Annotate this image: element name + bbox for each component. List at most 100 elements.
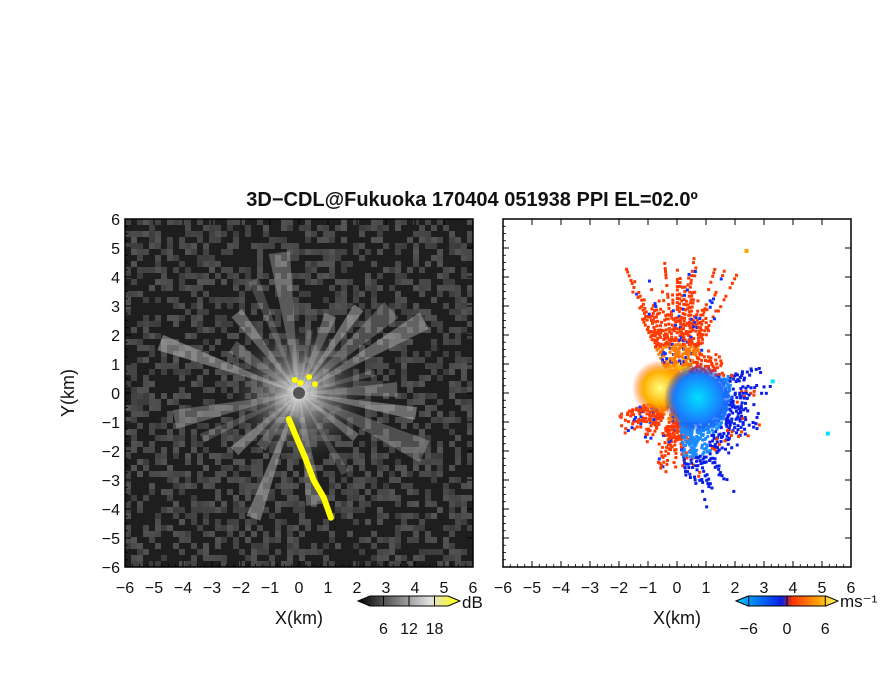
velocity-receding-cell [687,323,691,327]
snr-noise-cell [221,249,227,255]
velocity-approaching-cell [726,438,730,442]
velocity-approaching-cell [731,402,735,406]
snr-noise-cell [317,495,323,501]
velocity-receding-cell [687,347,691,351]
snr-noise-cell [467,387,473,393]
snr-noise-cell [215,369,221,375]
velocity-receding-cell [677,359,681,363]
velocity-approaching-cell [683,466,687,470]
velocity-receding-cell [701,333,705,337]
snr-noise-cell [419,519,425,525]
snr-noise-cell [257,255,263,261]
snr-noise-cell [131,249,137,255]
snr-noise-cell [161,471,167,477]
velocity-receding-cell [653,429,657,433]
velocity-receding-cell [720,371,724,375]
snr-noise-cell [311,267,317,273]
velocity-receding-cell [659,331,663,335]
velocity-receding-cell [659,415,663,419]
velocity-approaching-cell [700,477,704,481]
snr-noise-cell [305,231,311,237]
snr-noise-cell [173,501,179,507]
velocity-approaching-cell [756,412,760,416]
snr-noise-cell [131,327,137,333]
snr-noise-cell [443,537,449,543]
snr-noise-cell [161,285,167,291]
snr-noise-cell [239,279,245,285]
snr-noise-cell [281,519,287,525]
velocity-receding-cell [635,292,639,296]
snr-noise-cell [419,321,425,327]
snr-noise-cell [143,381,149,387]
velocity-receding-cell [637,290,641,294]
velocity-receding-cell [670,347,674,351]
velocity-receding-cell [696,321,700,325]
velocity-approaching-cell [738,375,742,379]
snr-noise-cell [467,399,473,405]
velocity-approaching-cell [682,443,686,447]
snr-noise-cell [155,237,161,243]
snr-xtick-label: −1 [261,580,279,597]
velocity-receding-cell [675,327,679,331]
snr-noise-cell [449,417,455,423]
snr-noise-cell [365,315,371,321]
snr-noise-cell [227,297,233,303]
snr-noise-cell [353,507,359,513]
velocity-receding-cell [655,426,659,430]
snr-noise-cell [305,291,311,297]
snr-noise-cell [221,351,227,357]
snr-noise-cell [167,465,173,471]
snr-noise-cell [155,297,161,303]
velocity-receding-cell [646,314,650,318]
snr-noise-cell [149,285,155,291]
velocity-receding-cell [679,335,683,339]
snr-noise-cell [275,525,281,531]
snr-noise-cell [449,531,455,537]
velocity-approaching-cell [724,417,728,421]
snr-noise-cell [179,435,185,441]
snr-noise-cell [155,543,161,549]
snr-noise-cell [419,231,425,237]
snr-noise-cell [179,489,185,495]
snr-noise-cell [137,441,143,447]
velocity-x-axis-label: X(km) [653,608,701,628]
velocity-approaching-cell [702,469,706,473]
snr-noise-cell [233,285,239,291]
velocity-receding-cell [706,327,710,331]
velocity-receding-cell [709,319,713,323]
snr-noise-cell [131,399,137,405]
snr-noise-cell [179,411,185,417]
velocity-receding-cell [662,354,666,358]
snr-noise-cell [443,489,449,495]
velocity-approaching-cell [742,376,746,380]
snr-noise-cell [173,453,179,459]
snr-noise-cell [389,471,395,477]
velocity-receding-cell [679,365,683,369]
snr-noise-cell [359,477,365,483]
snr-noise-cell [173,513,179,519]
velocity-receding-cell [639,415,643,419]
snr-noise-cell [287,243,293,249]
snr-noise-cell [209,429,215,435]
velocity-receding-cell [678,285,682,289]
snr-noise-cell [167,249,173,255]
velocity-approaching-cell [727,426,731,430]
velocity-approaching-cell [709,457,713,461]
velocity-receding-cell [682,332,686,336]
velocity-receding-cell [649,424,653,428]
snr-noise-cell [395,477,401,483]
velocity-approaching-cell [745,396,749,400]
velocity-receding-cell [722,298,726,302]
velocity-approaching-cell [685,470,689,474]
velocity-approaching-cell [705,478,709,482]
velocity-receding-cell [638,294,642,298]
snr-noise-cell [413,393,419,399]
velocity-approaching-cell [744,391,748,395]
velocity-receding-cell [659,463,663,467]
velocity-approaching-cell [703,437,707,441]
snr-noise-cell [293,255,299,261]
velocity-approaching-cell [734,431,738,435]
snr-noise-cell [365,519,371,525]
velocity-receding-cell [669,435,673,439]
